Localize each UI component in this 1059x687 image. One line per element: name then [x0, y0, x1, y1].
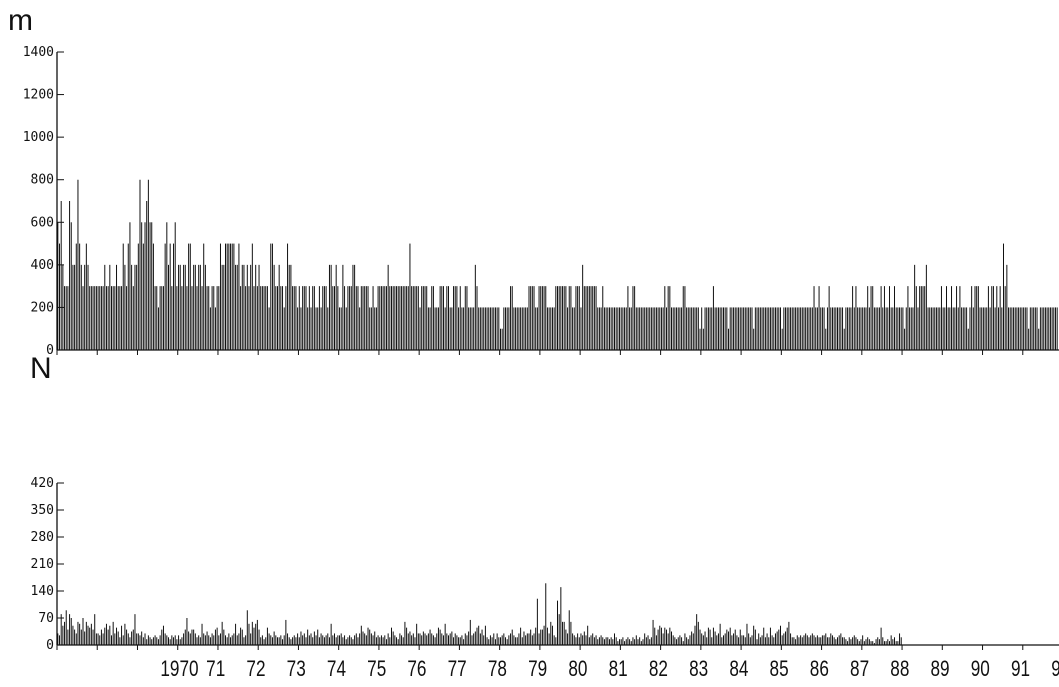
year-tick-label: 85	[770, 657, 789, 682]
year-tick-label: 88	[890, 657, 909, 682]
year-axis: 1970 71 72 73 74 75 76 77 78 79 80 81 82 83 84 85 86 87 88…	[160, 657, 1059, 682]
year-tick-label: 92	[1051, 657, 1059, 682]
year-tick-label: 77	[448, 657, 467, 682]
year-tick-label: 75	[367, 657, 386, 682]
year-tick-label: 78	[488, 657, 507, 682]
count-y-tick-label: 210	[31, 557, 54, 572]
year-tick-label: 79	[528, 657, 547, 682]
year-tick-label: 80	[568, 657, 587, 682]
year-tick-label: 83	[689, 657, 708, 682]
count-panel: 0 70 140 210 280 350 420 N	[30, 352, 1059, 653]
year-tick-label: 73	[287, 657, 306, 682]
magnitude-y-tick-label: 400	[31, 258, 54, 273]
magnitude-y-tick-label: 1000	[23, 130, 54, 145]
year-tick-label: 86	[810, 657, 829, 682]
year-tick-label: 72	[246, 657, 265, 682]
count-y-tick-label: 280	[31, 530, 54, 545]
year-tick-label: 89	[931, 657, 950, 682]
magnitude-axis-unit-label: m	[8, 4, 33, 37]
magnitude-y-tick-label: 1400	[23, 45, 54, 60]
year-tick-label: 81	[609, 657, 628, 682]
year-tick-label: 90	[971, 657, 990, 682]
magnitude-panel: 0 200 400 600 800 1000 1200 1400 m	[8, 4, 1059, 358]
count-y-tick-label: 420	[31, 476, 54, 491]
magnitude-y-tick-label: 800	[31, 173, 54, 188]
year-tick-label: 87	[850, 657, 869, 682]
year-tick-label: 84	[729, 657, 748, 682]
count-y-tick-label: 140	[31, 584, 54, 599]
year-tick-label: 74	[327, 657, 346, 682]
year-tick-label: 76	[407, 657, 426, 682]
magnitude-y-tick-label: 600	[31, 215, 54, 230]
year-tick-label: 1970	[160, 657, 198, 682]
magnitude-y-tick-label: 0	[46, 343, 54, 358]
count-y-tick-label: 70	[38, 611, 54, 626]
count-y-tick-label: 350	[31, 503, 54, 518]
magnitude-y-tick-label: 200	[31, 300, 54, 315]
count-axis-unit-label: N	[30, 352, 52, 385]
year-tick-label: 71	[206, 657, 225, 682]
magnitude-y-tick-label: 1200	[23, 88, 54, 103]
count-y-tick-label: 0	[46, 638, 54, 653]
year-tick-label: 91	[1011, 657, 1030, 682]
year-tick-label: 82	[649, 657, 668, 682]
